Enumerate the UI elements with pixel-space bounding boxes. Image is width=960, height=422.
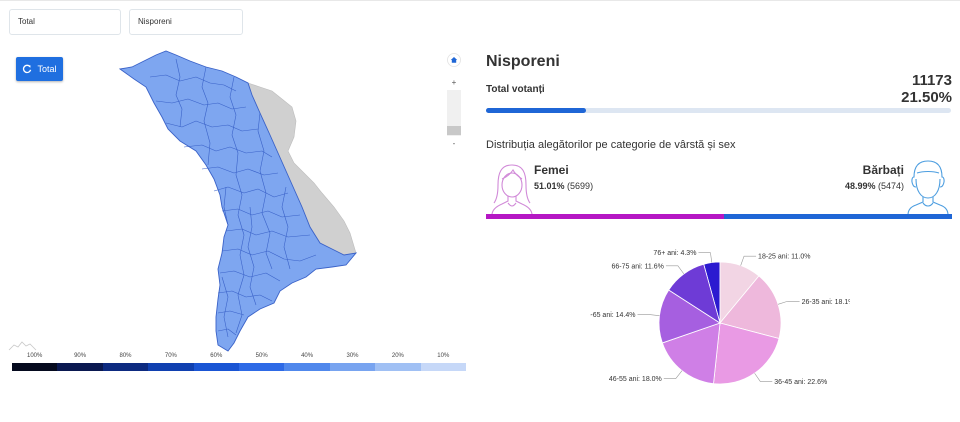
reset-total-button[interactable]: Total (16, 57, 63, 81)
pie-label-connector (665, 265, 685, 275)
male-label: Bărbați (862, 163, 904, 177)
pie-slice[interactable] (713, 322, 780, 385)
pie-slice[interactable] (658, 289, 721, 344)
turnout-percent: 21.50% (901, 89, 952, 106)
legend-color-swatch (420, 363, 467, 371)
legend-labels: 100% 90% 80% 70% 60% 50% 40% 30% 20% 10% (12, 353, 466, 362)
pie-slice-label: 36-45 ani: 22.6% (774, 379, 827, 386)
male-share-bar (723, 214, 952, 219)
zoom-out-button[interactable]: - (452, 139, 456, 148)
female-share-bar (486, 214, 724, 219)
pie-label-connector (754, 373, 773, 382)
legend-label: 90% (74, 353, 87, 359)
legend-color-swatch (375, 363, 421, 371)
legend-label: 50% (255, 353, 268, 359)
male-stats: 48.99% (5474) (845, 181, 904, 191)
total-voters-value: 11173 (911, 72, 952, 89)
legend-color-swatch (239, 363, 285, 371)
pie-label-connector (637, 314, 660, 317)
turnout-progress-track (486, 108, 951, 113)
district-title: Nisporeni (486, 53, 560, 70)
female-percent: 51.01% (534, 181, 565, 191)
zoom-slider-track[interactable] (447, 90, 461, 136)
moldova-map[interactable] (110, 47, 360, 353)
legend-color-swatch (148, 363, 194, 371)
refresh-icon (23, 64, 32, 74)
sex-distribution-bar (486, 214, 952, 219)
pie-slice[interactable] (719, 275, 782, 340)
legend-color-swatch (284, 363, 330, 371)
pie-slice-label: 56-65 ani: 14.4% (590, 312, 636, 319)
home-icon[interactable] (447, 53, 461, 67)
pie-slice-label: 66-75 ani: 11.6% (611, 263, 663, 270)
female-stats: 51.01% (5699) (534, 181, 593, 191)
pie-label-connector (663, 370, 683, 379)
legend-color-swatch (193, 363, 240, 371)
female-count: (5699) (567, 181, 594, 191)
pie-slice-label: 26-35 ani: 18.1% (802, 299, 850, 306)
age-distribution-pie-chart[interactable]: 18-25 ani: 11.0% 26-35 ani: 18.1% 36-45 an… (590, 245, 850, 405)
turnout-progress-fill (486, 108, 586, 113)
legend-color-swatch (12, 363, 58, 371)
pie-slice-label: 46-55 ani: 18.0% (609, 376, 662, 383)
legend-color-swatch (329, 363, 376, 371)
legend-label: 60% (210, 353, 223, 359)
zoom-in-button[interactable]: + (451, 78, 457, 87)
total-voters-label: Total votanți (486, 84, 545, 95)
reset-total-label: Total (37, 64, 57, 74)
mini-map-icon (8, 341, 37, 351)
pie-label-connector (740, 255, 757, 266)
female-label: Femei (534, 163, 569, 177)
female-avatar-icon (491, 164, 533, 215)
zoom-slider-thumb[interactable] (447, 126, 461, 135)
pie-label-connector (777, 300, 800, 305)
legend-color-swatch (102, 363, 149, 371)
district-borders (149, 58, 317, 338)
male-avatar-icon (907, 160, 949, 215)
district-select[interactable]: Nisporeni (129, 9, 243, 35)
color-legend: 100% 90% 80% 70% 60% 50% 40% 30% 20% 10% (12, 353, 467, 371)
pie-slice-label: 18-25 ani: 11.0% (758, 254, 810, 261)
pie-slice-label: 76+ ani: 4.3% (653, 250, 696, 257)
male-count: (5474) (877, 181, 904, 191)
legend-label: 20% (391, 353, 404, 359)
pie-slice[interactable] (668, 263, 721, 324)
legend-color-swatch (57, 363, 103, 371)
legend-color-bar (12, 363, 467, 371)
distribution-title: Distribuția alegătorilor pe categorie de… (486, 139, 736, 151)
legend-label: 30% (346, 353, 359, 359)
male-percent: 48.99% (844, 181, 876, 191)
pie-label-connector (698, 252, 713, 263)
legend-label: 70% (164, 353, 177, 359)
legend-label: 100% (27, 353, 43, 359)
election-type-select[interactable]: Total (9, 9, 121, 35)
legend-label: 80% (119, 353, 132, 359)
legend-label: 10% (437, 353, 450, 359)
legend-label: 40% (301, 353, 314, 359)
